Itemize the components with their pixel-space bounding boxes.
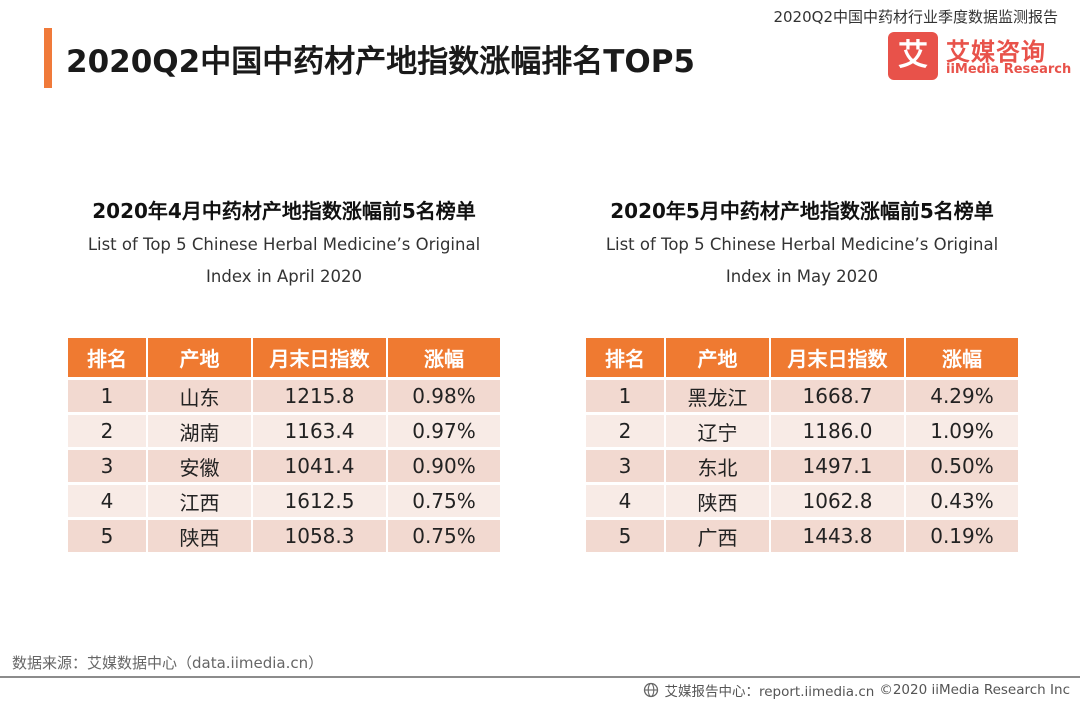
table-row: 1 黑龙江 1668.7 4.29% xyxy=(586,380,1018,415)
cell-rank: 3 xyxy=(586,450,666,485)
column-header-region: 产地 xyxy=(148,338,253,380)
cell-region: 黑龙江 xyxy=(666,380,771,415)
column-header-index: 月末日指数 xyxy=(771,338,906,380)
cell-index: 1215.8 xyxy=(253,380,388,415)
cell-rank: 2 xyxy=(68,415,148,450)
cell-change: 0.43% xyxy=(906,485,1018,520)
cell-rank: 4 xyxy=(586,485,666,520)
footer-divider xyxy=(0,676,1080,678)
globe-icon xyxy=(644,682,659,698)
cell-index: 1163.4 xyxy=(253,415,388,450)
cell-index: 1612.5 xyxy=(253,485,388,520)
cell-rank: 2 xyxy=(586,415,666,450)
logo-name-cn: 艾媒咨询 xyxy=(946,38,1046,66)
cell-region: 东北 xyxy=(666,450,771,485)
footer-site-link[interactable]: 艾媒报告中心：report.iimedia.cn xyxy=(664,684,875,700)
column-header-rank: 排名 xyxy=(586,338,666,380)
april-ranking-panel: 2020年4月中药材产地指数涨幅前5名榜单 List of Top 5 Chin… xyxy=(68,196,500,555)
cell-rank: 5 xyxy=(68,520,148,555)
april-ranking-table: 排名 产地 月末日指数 涨幅 1 山东 1215.8 0.98% 2 湖南 11… xyxy=(68,338,500,555)
cell-region: 湖南 xyxy=(148,415,253,450)
cell-region: 辽宁 xyxy=(666,415,771,450)
footer: 艾媒报告中心：report.iimedia.cn ©2020 iiMedia R… xyxy=(643,680,1070,700)
title-accent-bar xyxy=(44,28,52,88)
cell-change: 0.19% xyxy=(906,520,1018,555)
cell-index: 1041.4 xyxy=(253,450,388,485)
cell-region: 陕西 xyxy=(666,485,771,520)
cell-index: 1443.8 xyxy=(771,520,906,555)
cell-change: 0.75% xyxy=(388,520,500,555)
iimedia-logo: 艾 艾媒咨询 iiMedia Research xyxy=(888,32,1072,80)
cell-region: 广西 xyxy=(666,520,771,555)
table-row: 5 广西 1443.8 0.19% xyxy=(586,520,1018,555)
cell-change: 0.75% xyxy=(388,485,500,520)
footer-copyright: ©2020 iiMedia Research Inc xyxy=(879,682,1070,698)
panel-title-cn: 2020年5月中药材产地指数涨幅前5名榜单 xyxy=(610,199,994,223)
cell-index: 1497.1 xyxy=(771,450,906,485)
table-row: 4 江西 1612.5 0.75% xyxy=(68,485,500,520)
panel-title-en: List of Top 5 Chinese Herbal Medicine’s … xyxy=(87,235,481,286)
cell-region: 山东 xyxy=(148,380,253,415)
may-ranking-table: 排名 产地 月末日指数 涨幅 1 黑龙江 1668.7 4.29% 2 辽宁 1… xyxy=(586,338,1018,555)
panel-title-cn: 2020年4月中药材产地指数涨幅前5名榜单 xyxy=(92,199,476,223)
cell-index: 1062.8 xyxy=(771,485,906,520)
column-header-rank: 排名 xyxy=(68,338,148,380)
column-header-change: 涨幅 xyxy=(388,338,500,380)
cell-index: 1058.3 xyxy=(253,520,388,555)
column-header-change: 涨幅 xyxy=(906,338,1018,380)
cell-region: 陕西 xyxy=(148,520,253,555)
panel-title-en: List of Top 5 Chinese Herbal Medicine’s … xyxy=(605,235,999,286)
data-source-note: 数据来源：艾媒数据中心（data.iimedia.cn） xyxy=(12,654,324,672)
cell-change: 1.09% xyxy=(906,415,1018,450)
logo-mark: 艾 xyxy=(888,32,938,80)
cell-rank: 3 xyxy=(68,450,148,485)
page-title: 2020Q2中国中药材产地指数涨幅排名TOP5 xyxy=(66,44,695,80)
table-row: 2 辽宁 1186.0 1.09% xyxy=(586,415,1018,450)
table-row: 2 湖南 1163.4 0.97% xyxy=(68,415,500,450)
cell-rank: 1 xyxy=(586,380,666,415)
table-row: 3 东北 1497.1 0.50% xyxy=(586,450,1018,485)
table-row: 4 陕西 1062.8 0.43% xyxy=(586,485,1018,520)
cell-rank: 1 xyxy=(68,380,148,415)
column-header-region: 产地 xyxy=(666,338,771,380)
cell-rank: 4 xyxy=(68,485,148,520)
report-title: 2020Q2中国中药材行业季度数据监测报告 xyxy=(773,8,1058,26)
cell-change: 0.97% xyxy=(388,415,500,450)
table-header-row: 排名 产地 月末日指数 涨幅 xyxy=(586,338,1018,380)
cell-index: 1668.7 xyxy=(771,380,906,415)
cell-rank: 5 xyxy=(586,520,666,555)
may-ranking-panel: 2020年5月中药材产地指数涨幅前5名榜单 List of Top 5 Chin… xyxy=(586,196,1018,555)
cell-change: 0.98% xyxy=(388,380,500,415)
table-header-row: 排名 产地 月末日指数 涨幅 xyxy=(68,338,500,380)
logo-name-en: iiMedia Research xyxy=(946,62,1072,77)
cell-change: 0.50% xyxy=(906,450,1018,485)
table-row: 5 陕西 1058.3 0.75% xyxy=(68,520,500,555)
cell-change: 0.90% xyxy=(388,450,500,485)
column-header-index: 月末日指数 xyxy=(253,338,388,380)
cell-region: 江西 xyxy=(148,485,253,520)
cell-change: 4.29% xyxy=(906,380,1018,415)
table-row: 1 山东 1215.8 0.98% xyxy=(68,380,500,415)
cell-region: 安徽 xyxy=(148,450,253,485)
cell-index: 1186.0 xyxy=(771,415,906,450)
table-row: 3 安徽 1041.4 0.90% xyxy=(68,450,500,485)
